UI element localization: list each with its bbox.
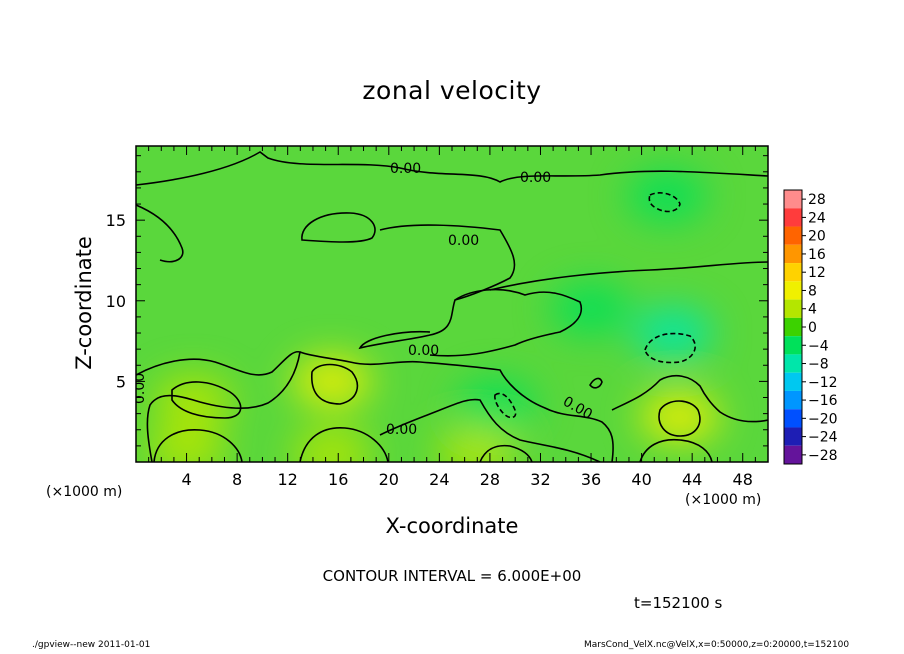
contour-line bbox=[639, 438, 713, 462]
contour-label: 0.00 bbox=[386, 422, 417, 438]
colorbar-label: −24 bbox=[808, 430, 838, 446]
contour-line bbox=[136, 151, 768, 186]
colorbar-segment bbox=[784, 336, 802, 355]
contour-line bbox=[299, 427, 389, 462]
colorbar-label: −16 bbox=[808, 393, 838, 409]
colorbar-label: −12 bbox=[808, 375, 838, 391]
field-feature bbox=[639, 390, 720, 443]
contour-lines bbox=[136, 151, 768, 462]
colorbar-segment bbox=[784, 263, 802, 282]
contour-line bbox=[644, 332, 696, 364]
colorbar-segment bbox=[784, 317, 802, 337]
y-tick-label: 15 bbox=[106, 211, 126, 230]
x-tick-label: 12 bbox=[278, 470, 298, 489]
colorbar-segment bbox=[784, 372, 802, 391]
contour-label: 0.00 bbox=[408, 343, 439, 359]
x-tick-label: 16 bbox=[328, 470, 348, 489]
field-feature bbox=[437, 426, 518, 462]
colorbar-label: 28 bbox=[808, 192, 826, 208]
colorbar-label: −4 bbox=[808, 338, 829, 354]
contour-line bbox=[311, 363, 359, 405]
y-tick-label: 5 bbox=[116, 372, 126, 391]
x-tick-label: 24 bbox=[429, 470, 449, 489]
contour-label: 0.00 bbox=[448, 233, 479, 249]
colorbar-label: 8 bbox=[808, 283, 817, 299]
contour-line bbox=[153, 429, 243, 462]
x-tick-label: 4 bbox=[181, 470, 191, 489]
time-label: t=152100 s bbox=[634, 594, 723, 612]
colorbar-segment bbox=[784, 409, 802, 428]
contour-label: 0.00 bbox=[390, 161, 421, 177]
contour-line bbox=[658, 400, 701, 437]
colorbar-segment bbox=[784, 226, 802, 245]
colorbar-label: −20 bbox=[808, 411, 838, 427]
x-tick-label: 28 bbox=[480, 470, 500, 489]
colorbar-label: 20 bbox=[808, 229, 826, 245]
colorbar-segment bbox=[784, 390, 802, 410]
contour-line bbox=[171, 381, 242, 419]
colorbar-label: −28 bbox=[808, 448, 838, 464]
colorbar-label: 24 bbox=[808, 210, 826, 226]
contour-line bbox=[136, 204, 184, 263]
contour-label: 0.00 bbox=[520, 170, 551, 186]
colorbar-label: 12 bbox=[808, 265, 826, 281]
contour-line bbox=[589, 377, 603, 389]
x-tick-label: 36 bbox=[581, 470, 601, 489]
colorbar-segment bbox=[784, 244, 802, 264]
colorbar-segment bbox=[784, 208, 802, 227]
colorbar-segment bbox=[784, 445, 802, 464]
x-tick-label: 8 bbox=[232, 470, 242, 489]
colorbar-label: 16 bbox=[808, 247, 826, 263]
contour-label: 0.00 bbox=[132, 373, 148, 404]
field-feature bbox=[626, 169, 707, 222]
field-feature bbox=[146, 423, 227, 462]
contour-line bbox=[648, 192, 681, 213]
contour-line bbox=[379, 398, 601, 462]
x-tick-label: 44 bbox=[682, 470, 702, 489]
contour-line bbox=[136, 350, 301, 462]
contour-line bbox=[479, 444, 533, 462]
x-tick-label: 32 bbox=[530, 470, 550, 489]
footer-command: ./gpview--new 2011-01-01 bbox=[32, 640, 151, 650]
contour-interval-text: CONTOUR INTERVAL = 6.000E+00 bbox=[322, 567, 582, 585]
x-axis-label: X-coordinate bbox=[385, 514, 519, 538]
contour-line bbox=[611, 374, 768, 423]
chart-title: zonal velocity bbox=[362, 76, 542, 105]
colorbar-label: 4 bbox=[808, 302, 817, 318]
contour-line bbox=[494, 392, 517, 419]
colorbar-segment bbox=[784, 354, 802, 373]
contour-line bbox=[301, 212, 376, 243]
contour-line bbox=[489, 261, 768, 291]
x-unit-label-left: (×1000 m) bbox=[46, 484, 123, 500]
footer-source: MarsCond_VelX.nc@VelX,x=0:50000,z=0:2000… bbox=[584, 640, 850, 650]
field-feature bbox=[291, 355, 372, 408]
x-tick-label: 48 bbox=[733, 470, 753, 489]
field-feature bbox=[291, 427, 372, 462]
field-feature bbox=[551, 282, 632, 335]
colorbar-label: 0 bbox=[808, 320, 817, 336]
x-tick-label: 20 bbox=[379, 470, 399, 489]
x-unit-label-right: (×1000 m) bbox=[685, 492, 762, 508]
field-feature bbox=[456, 379, 537, 432]
x-tick-label: 40 bbox=[631, 470, 651, 489]
plot-area: 0.000.000.000.000.000.000.00 bbox=[132, 146, 768, 462]
y-tick-label: 10 bbox=[106, 292, 126, 311]
colorbar-segment bbox=[784, 427, 802, 446]
y-axis-label: Z-coordinate bbox=[72, 236, 96, 370]
colorbar-segment bbox=[784, 299, 802, 318]
contour-line bbox=[429, 288, 582, 357]
colorbar-segment bbox=[784, 190, 802, 209]
colorbar-label: −8 bbox=[808, 357, 829, 373]
contour-line bbox=[299, 351, 614, 462]
colorbar-segment bbox=[784, 281, 802, 300]
